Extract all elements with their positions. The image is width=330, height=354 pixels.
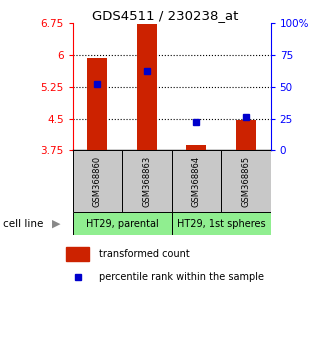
Text: HT29, 1st spheres: HT29, 1st spheres [177, 219, 265, 229]
Bar [172, 212, 271, 235]
Text: cell line: cell line [3, 219, 44, 229]
Bar [236, 120, 256, 150]
Text: transformed count: transformed count [99, 249, 190, 259]
Bar [73, 150, 122, 212]
Text: GSM368864: GSM368864 [192, 156, 201, 207]
Bar [172, 150, 221, 212]
Bar [87, 58, 107, 150]
Bar [122, 150, 172, 212]
Bar [186, 145, 206, 150]
Text: percentile rank within the sample: percentile rank within the sample [99, 272, 264, 282]
Bar [66, 247, 89, 261]
Text: GSM368865: GSM368865 [241, 156, 250, 207]
Text: GDS4511 / 230238_at: GDS4511 / 230238_at [92, 9, 238, 22]
Text: GSM368860: GSM368860 [93, 156, 102, 207]
Text: ▶: ▶ [52, 219, 60, 229]
Bar [221, 150, 271, 212]
Bar [73, 212, 172, 235]
Text: HT29, parental: HT29, parental [86, 219, 158, 229]
Bar [137, 24, 157, 150]
Text: GSM368863: GSM368863 [142, 156, 151, 207]
